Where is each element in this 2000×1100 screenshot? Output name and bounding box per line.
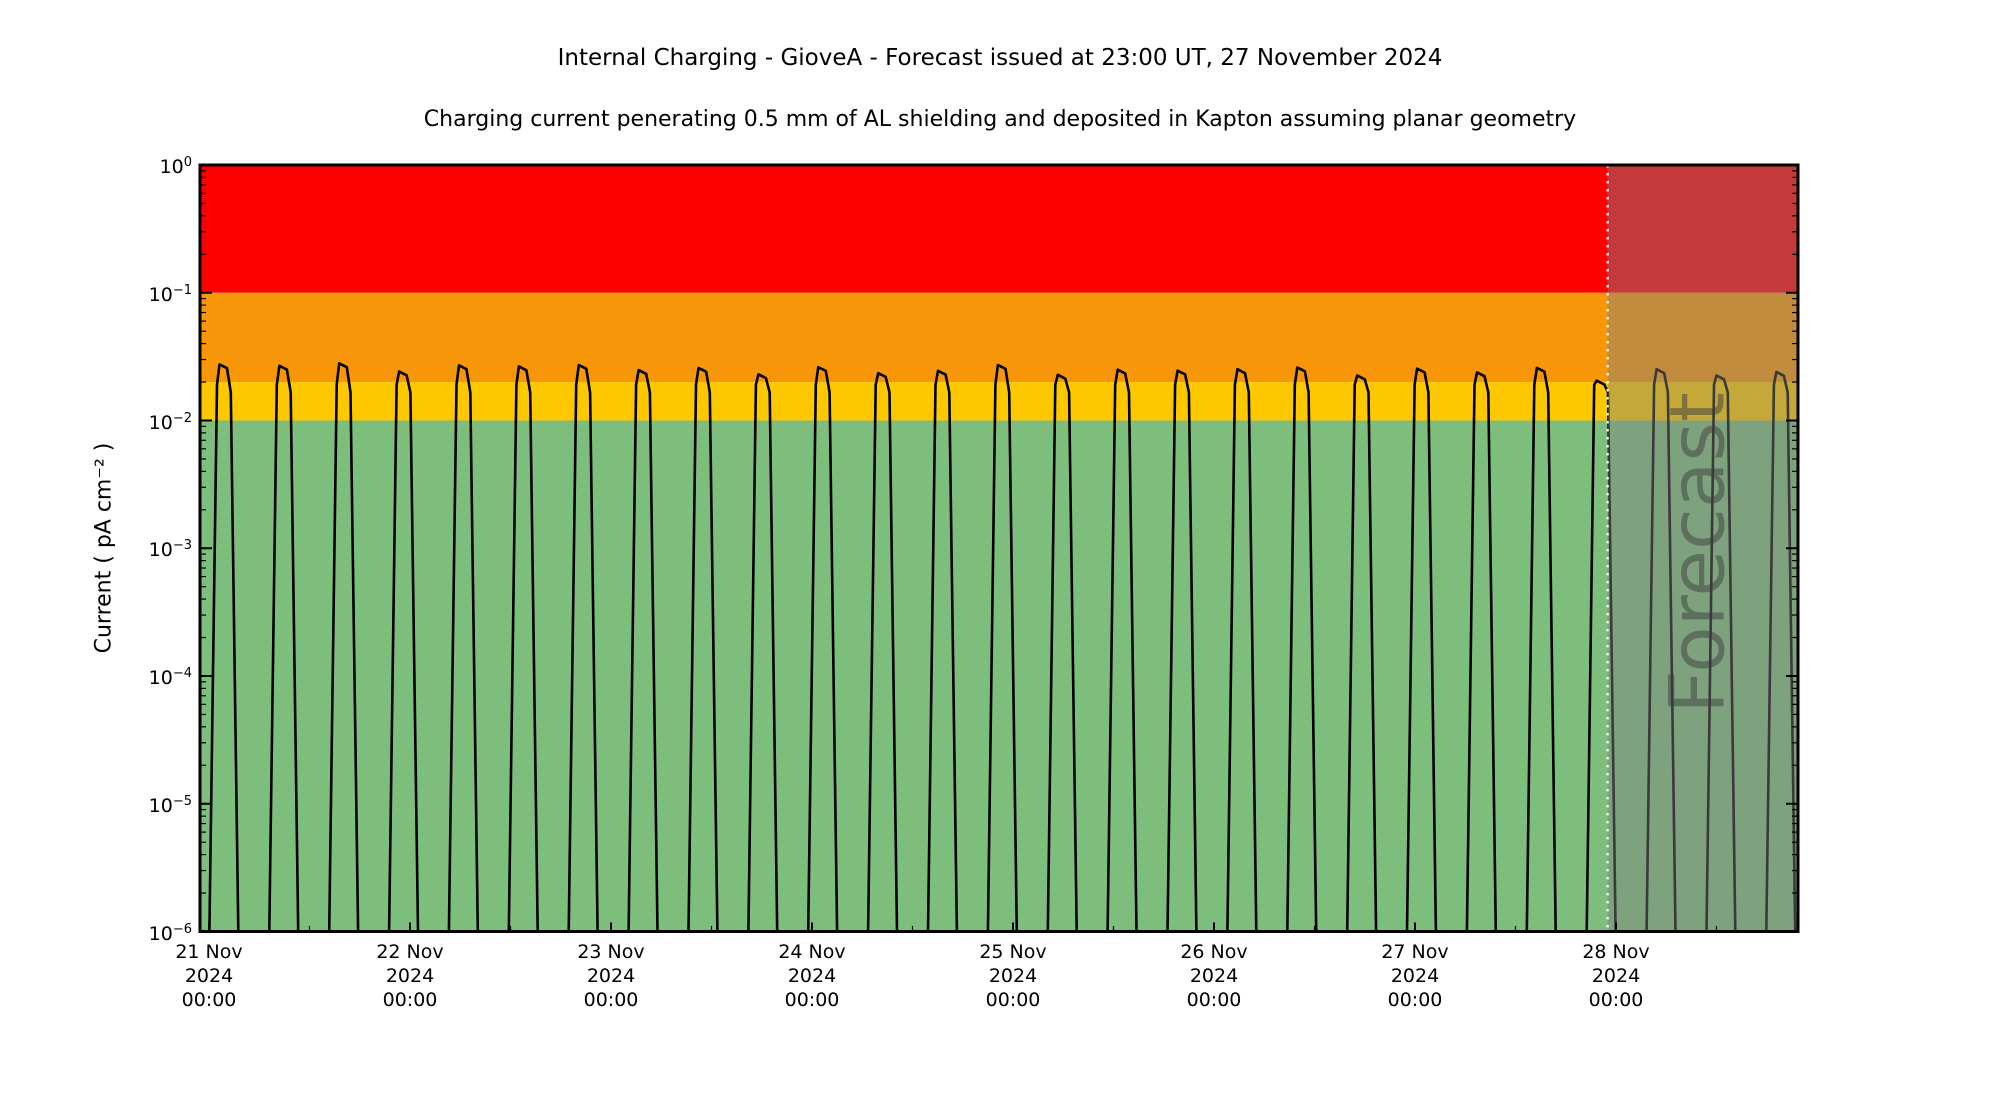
green-quiet-band xyxy=(200,420,1798,932)
yellow-alert-band xyxy=(200,382,1798,421)
x-tick-label: 22 Nov 2024 00:00 xyxy=(376,941,444,1011)
x-tick-label: 24 Nov 2024 00:00 xyxy=(778,941,846,1011)
y-tick-label: 100 xyxy=(159,154,192,179)
y-tick-label: 10−6 xyxy=(148,921,192,945)
x-tick-label: 21 Nov 2024 00:00 xyxy=(175,941,243,1011)
forecast-watermark: Forecast xyxy=(1653,392,1742,714)
plot-border xyxy=(198,163,1800,933)
x-tick-label: 25 Nov 2024 00:00 xyxy=(979,941,1047,1011)
x-tick-label: 26 Nov 2024 00:00 xyxy=(1180,941,1248,1011)
x-tick-label: 28 Nov 2024 00:00 xyxy=(1582,941,1650,1011)
y-tick-label: 10−3 xyxy=(148,538,192,562)
threshold-bands xyxy=(200,165,1798,932)
x-tick-label: 23 Nov 2024 00:00 xyxy=(577,941,645,1011)
y-tick-label: 10−5 xyxy=(148,793,192,817)
charging-current-line xyxy=(208,362,1797,932)
y-axis-label: Current ( pA cm⁻² ) xyxy=(91,442,117,654)
y-tick-label: 10−4 xyxy=(148,665,192,690)
x-tick-label: 27 Nov 2024 00:00 xyxy=(1381,941,1449,1011)
y-tick-label: 10−2 xyxy=(148,410,192,434)
y-tick-label: 10−1 xyxy=(148,282,192,306)
chart-subtitle: Charging current penerating 0.5 mm of AL… xyxy=(423,107,1577,132)
orange-alert-band xyxy=(200,292,1798,383)
chart-title: Internal Charging - GioveA - Forecast is… xyxy=(557,45,1443,71)
red-alert-band xyxy=(200,165,1798,293)
forecast-overlay xyxy=(1607,165,1798,932)
